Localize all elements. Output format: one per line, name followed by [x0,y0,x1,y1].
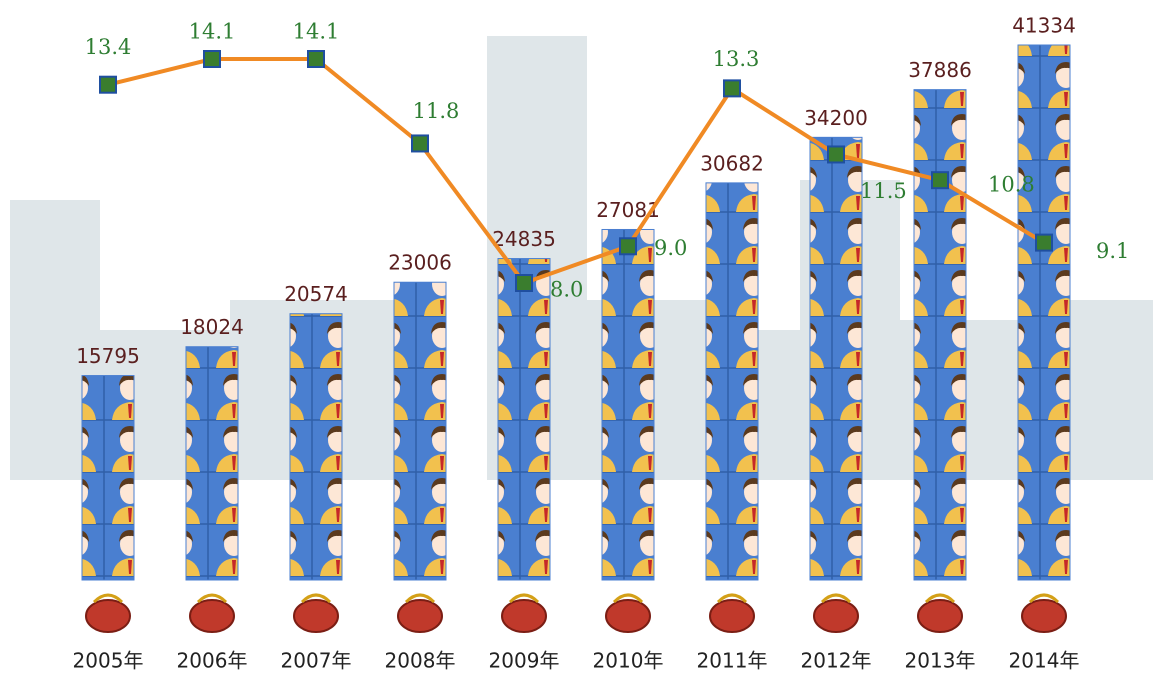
plot-area: 2005年 2006年 2007年 2008年 2009年 2010年 2011年 2012年… [73,14,1130,673]
line-marker [723,79,741,98]
x-tick-label: 2005年 [73,649,144,673]
purse-body [501,599,547,633]
bar [497,258,551,581]
purse-body [85,599,131,633]
line-marker [99,75,117,94]
purse-clasp [404,593,436,604]
bar [601,228,655,581]
x-tick-label: 2007年 [281,649,352,673]
purse-body [917,599,963,633]
purse-body [709,599,755,633]
line-value-label: 13.3 [713,47,760,71]
line-marker [203,50,221,68]
purse-clasp [716,593,748,604]
line-marker [1035,233,1053,252]
line-marker [515,274,533,292]
bar [185,346,239,581]
purse-clasp [92,593,124,604]
line-marker [827,145,845,164]
bar-value-label: 27081 [596,198,660,222]
line-value-label: 14.1 [293,20,340,44]
x-tick-label: 2012年 [801,649,872,673]
purse-icon [709,593,755,633]
purse-icon [293,593,339,633]
line-marker [307,50,325,68]
purse-clasp [924,593,956,604]
line [107,57,1046,286]
purse-clasp [508,593,540,604]
bar [393,281,447,581]
bar-value-label: 41334 [1012,14,1076,38]
purse-icon [605,593,651,633]
x-tick-label: 2006年 [177,649,248,673]
line-value-label: 11.5 [860,179,907,203]
line-value-label: 9.0 [654,236,687,260]
line-value-label: 11.8 [413,99,460,123]
purse-icon [917,593,963,633]
line-value-label: 14.1 [189,20,236,44]
purse-clasp [300,593,332,604]
line-value-label: 10.8 [988,173,1035,197]
purse-body [605,599,651,633]
x-tick-label: 2013年 [905,649,976,673]
purse-body [813,599,859,633]
x-tick-label: 2009年 [489,649,560,673]
line-value-label: 9.1 [1096,239,1129,263]
bar-value-label: 18024 [180,315,244,339]
purse-body [293,599,339,633]
purse-body [1021,599,1067,633]
bar-value-label: 15795 [76,344,140,368]
bar-value-label: 20574 [284,282,348,306]
bar [289,313,343,581]
background-city [10,36,1153,480]
purse-clasp [196,593,228,604]
line-marker [619,237,637,256]
bar [81,375,135,581]
x-tick-label: 2010年 [593,649,664,673]
purse-icon [189,593,235,633]
line-value-label: 8.0 [550,278,583,302]
line-marker [931,171,949,190]
purse-icon [1021,593,1067,633]
purse-clasp [1028,593,1060,604]
purse-icon [397,593,443,633]
bar-value-label: 34200 [804,106,868,130]
bar [913,89,967,581]
bar-value-label: 23006 [388,251,452,275]
purse-icon [813,593,859,633]
line-marker [411,134,429,153]
x-tick-label: 2014年 [1009,649,1080,673]
bar [809,136,863,581]
purse-body [397,599,443,633]
bar-value-label: 30682 [700,151,764,175]
purse-icon [85,593,131,633]
x-tick-label: 2008年 [385,649,456,673]
purse-icon [501,593,547,633]
purse-clasp [820,593,852,604]
bar-value-label: 24835 [492,227,556,251]
line-value-label: 13.4 [85,35,132,59]
bar [1017,44,1071,581]
bar [705,182,759,581]
bar-value-label: 37886 [908,58,972,82]
purse-clasp [612,593,644,604]
purse-body [189,599,235,633]
x-tick-label: 2011年 [697,649,768,673]
